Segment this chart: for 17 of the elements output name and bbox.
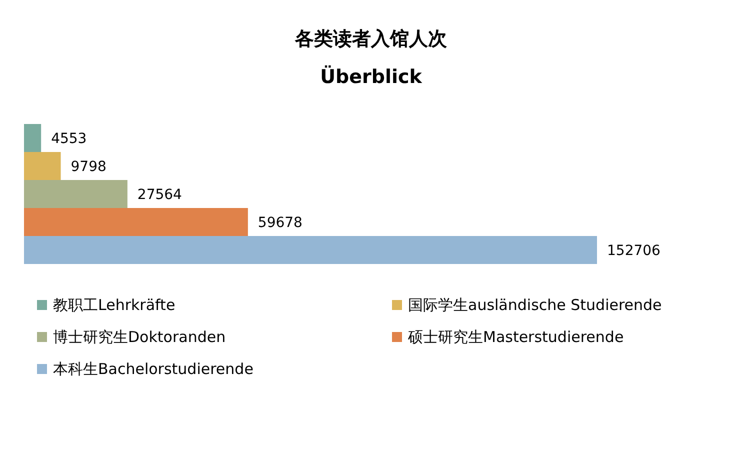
chart-title: 各类读者入馆人次	[294, 28, 448, 50]
legend-label: 本科生Bachelorstudierende	[53, 360, 254, 378]
legend-label: 国际学生ausländische Studierende	[408, 296, 662, 314]
data-label: 59678	[258, 215, 302, 231]
legend-label: 博士研究生Doktoranden	[53, 328, 226, 346]
data-label: 152706	[607, 243, 661, 259]
chart-subtitle: Überblick	[320, 65, 422, 88]
bar	[24, 236, 597, 264]
legend-label: 硕士研究生Masterstudierende	[407, 328, 624, 346]
data-label: 27564	[137, 187, 182, 203]
legend-label: 教职工Lehrkräfte	[53, 296, 176, 314]
data-label: 9798	[70, 159, 106, 175]
bar	[24, 124, 42, 152]
bar	[24, 208, 248, 236]
data-label: 4553	[51, 131, 87, 147]
bar	[24, 180, 128, 208]
bar	[24, 152, 61, 180]
